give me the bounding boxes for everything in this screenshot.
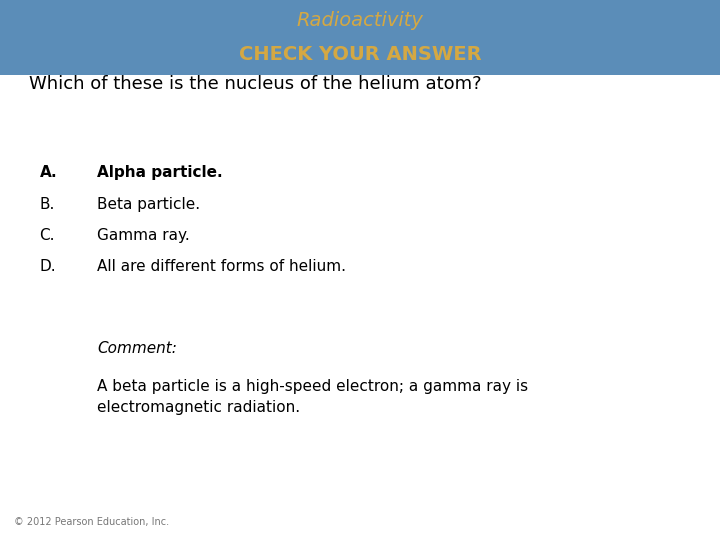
Text: A.: A. <box>40 165 57 180</box>
Text: All are different forms of helium.: All are different forms of helium. <box>97 259 346 274</box>
Text: Alpha particle.: Alpha particle. <box>97 165 222 180</box>
Bar <box>0 0 720 75</box>
Text: © 2012 Pearson Education, Inc.: © 2012 Pearson Education, Inc. <box>14 516 169 526</box>
Text: Comment:: Comment: <box>97 341 177 356</box>
Text: Gamma ray.: Gamma ray. <box>97 228 190 243</box>
Text: B.: B. <box>40 197 55 212</box>
Text: Beta particle.: Beta particle. <box>97 197 200 212</box>
Text: Radioactivity: Radioactivity <box>297 11 423 30</box>
Text: electromagnetic radiation.: electromagnetic radiation. <box>97 400 300 415</box>
Text: C.: C. <box>40 228 55 243</box>
Text: A beta particle is a high-speed electron; a gamma ray is: A beta particle is a high-speed electron… <box>97 379 528 394</box>
Text: D.: D. <box>40 259 56 274</box>
Text: Which of these is the nucleus of the helium atom?: Which of these is the nucleus of the hel… <box>29 75 482 93</box>
Text: CHECK YOUR ANSWER: CHECK YOUR ANSWER <box>239 45 481 64</box>
